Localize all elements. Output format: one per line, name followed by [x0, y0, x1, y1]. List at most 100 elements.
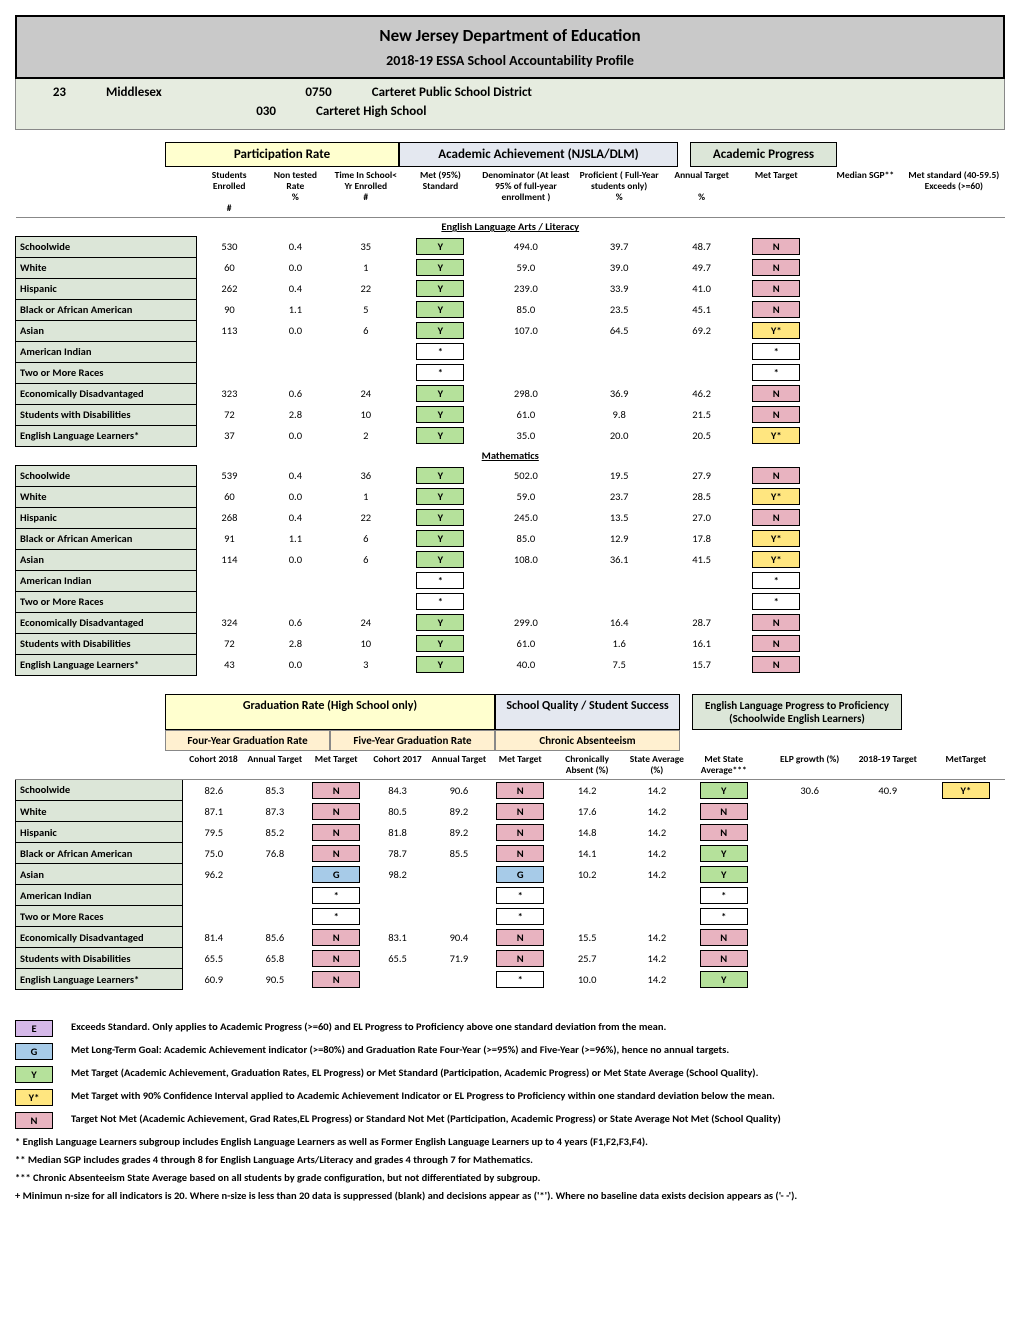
school-code: 030	[226, 104, 276, 119]
legend-text: Met Target with 90% Confidence Interval …	[71, 1089, 1005, 1102]
status-badge: N	[700, 803, 748, 820]
status-badge: *	[700, 908, 748, 925]
status-badge: Y*	[752, 488, 800, 505]
row-label: American Indian	[16, 570, 197, 591]
status-badge: *	[416, 343, 464, 360]
data-row: Schoolwide 5300.435 Y 494.039.748.7 N	[16, 236, 1006, 257]
col-annual: Annual Target%	[664, 167, 739, 217]
data-row: Two or More Races * *	[16, 591, 1006, 612]
status-badge: N	[752, 259, 800, 276]
data-row: White 87.187.3N 80.589.2N 17.614.2N	[16, 801, 1006, 822]
status-badge: N	[312, 971, 360, 988]
row-label: Students with Disabilities	[16, 633, 197, 654]
row-label: English Language Learners*	[16, 425, 197, 446]
data-row: Two or More Races * * *	[16, 906, 1006, 927]
legend-row: E Exceeds Standard. Only applies to Acad…	[15, 1020, 1005, 1037]
legend-text: Met Long-Term Goal: Academic Achievement…	[71, 1043, 1005, 1056]
legend-text: Met Target (Academic Achievement, Gradua…	[71, 1066, 1005, 1079]
status-badge: *	[752, 364, 800, 381]
status-badge: *	[496, 887, 544, 904]
status-badge: N	[752, 635, 800, 652]
status-badge: *	[416, 364, 464, 381]
grad-table: Graduation Rate (High School only) Schoo…	[15, 694, 1005, 990]
footnote: ** Median SGP includes grades 4 through …	[15, 1153, 1005, 1166]
status-badge: Y	[416, 656, 464, 673]
page-title: New Jersey Department of Education	[17, 25, 1003, 46]
status-badge: N	[752, 406, 800, 423]
section-schoolquality: School Quality / Student Success	[495, 694, 680, 730]
status-badge: N	[700, 950, 748, 967]
subject-header: English Language Arts / Literacy	[16, 217, 1006, 236]
legend-badge: Y	[15, 1066, 53, 1083]
status-badge: Y*	[752, 427, 800, 444]
row-label: Economically Disadvantaged	[16, 927, 183, 948]
legend-row: G Met Long-Term Goal: Academic Achieveme…	[15, 1043, 1005, 1060]
section-achievement: Academic Achievement (NJSLA/DLM)	[399, 142, 678, 167]
row-label: Two or More Races	[16, 591, 197, 612]
row-label: Economically Disadvantaged	[16, 383, 197, 404]
status-badge: *	[416, 572, 464, 589]
status-badge: Y	[700, 866, 748, 883]
status-badge: N	[496, 950, 544, 967]
data-row: Economically Disadvantaged 81.485.6N 83.…	[16, 927, 1006, 948]
legend-badge: E	[15, 1020, 53, 1037]
data-row: White 600.01 Y 59.039.049.7 N	[16, 257, 1006, 278]
data-row: Students with Disabilities 722.810 Y 61.…	[16, 633, 1006, 654]
status-badge: N	[752, 280, 800, 297]
data-row: Economically Disadvantaged 3240.624 Y 29…	[16, 612, 1006, 633]
status-badge: *	[496, 908, 544, 925]
row-label: Black or African American	[16, 843, 183, 864]
status-badge: Y	[416, 322, 464, 339]
legend-row: N Target Not Met (Academic Achievement, …	[15, 1112, 1005, 1129]
data-row: Hispanic 2680.422 Y 245.013.527.0 N	[16, 507, 1006, 528]
status-badge: *	[752, 572, 800, 589]
status-badge: Y	[416, 635, 464, 652]
status-badge: Y	[416, 280, 464, 297]
row-label: White	[16, 257, 197, 278]
status-badge: Y*	[752, 322, 800, 339]
row-label: Economically Disadvantaged	[16, 612, 197, 633]
data-row: Schoolwide 5390.436 Y 502.019.527.9 N	[16, 465, 1006, 486]
status-badge: N	[700, 824, 748, 841]
data-row: Students with Disabilities 65.565.8N 65.…	[16, 948, 1006, 969]
data-row: Schoolwide 82.685.3N 84.390.6N 14.214.2Y…	[16, 779, 1006, 801]
data-row: Asian 1140.06 Y 108.036.141.5 Y*	[16, 549, 1006, 570]
header-sub: 23 Middlesex 0750 Carteret Public School…	[15, 79, 1005, 130]
col-denom: Denominator (At least 95% of full-year e…	[478, 167, 574, 217]
row-label: Black or African American	[16, 299, 197, 320]
col-met95: Met (95%) Standard	[403, 167, 478, 217]
status-badge: N	[700, 929, 748, 946]
row-label: English Language Learners*	[16, 654, 197, 675]
data-row: English Language Learners* 60.990.5N * 1…	[16, 969, 1006, 990]
section-progress: Academic Progress	[690, 142, 837, 167]
status-badge: Y	[416, 385, 464, 402]
data-row: American Indian * *	[16, 341, 1006, 362]
status-badge: Y	[700, 971, 748, 988]
row-label: American Indian	[16, 341, 197, 362]
status-badge: N	[752, 385, 800, 402]
section-participation: Participation Rate	[165, 142, 399, 167]
col-timein: Time In School< Yr Enrolled#	[328, 167, 403, 217]
sub-fiveyear: Five-Year Graduation Rate	[330, 730, 495, 751]
footnote: * English Language Learners subgroup inc…	[15, 1135, 1005, 1148]
status-badge: Y	[700, 782, 748, 799]
status-badge: Y*	[752, 530, 800, 547]
status-badge: *	[416, 593, 464, 610]
status-badge: Y*	[752, 551, 800, 568]
status-badge: Y	[416, 427, 464, 444]
status-badge: N	[496, 803, 544, 820]
row-label: Asian	[16, 320, 197, 341]
row-label: Hispanic	[16, 822, 183, 843]
col-metstd: Met standard (40-59.5) Exceeds (>=60)	[903, 167, 1005, 217]
data-row: Black or African American 75.076.8N 78.7…	[16, 843, 1006, 864]
status-badge: Y	[416, 406, 464, 423]
data-row: Hispanic 2620.422 Y 239.033.941.0 N	[16, 278, 1006, 299]
row-label: Two or More Races	[16, 906, 183, 927]
status-badge: *	[752, 593, 800, 610]
status-badge: N	[312, 929, 360, 946]
col-nontested: Non tested Rate%	[262, 167, 328, 217]
data-row: Hispanic 79.585.2N 81.889.2N 14.814.2N	[16, 822, 1006, 843]
status-badge: Y*	[942, 782, 990, 799]
row-label: English Language Learners*	[16, 969, 183, 990]
legend-badge: Y*	[15, 1089, 53, 1106]
